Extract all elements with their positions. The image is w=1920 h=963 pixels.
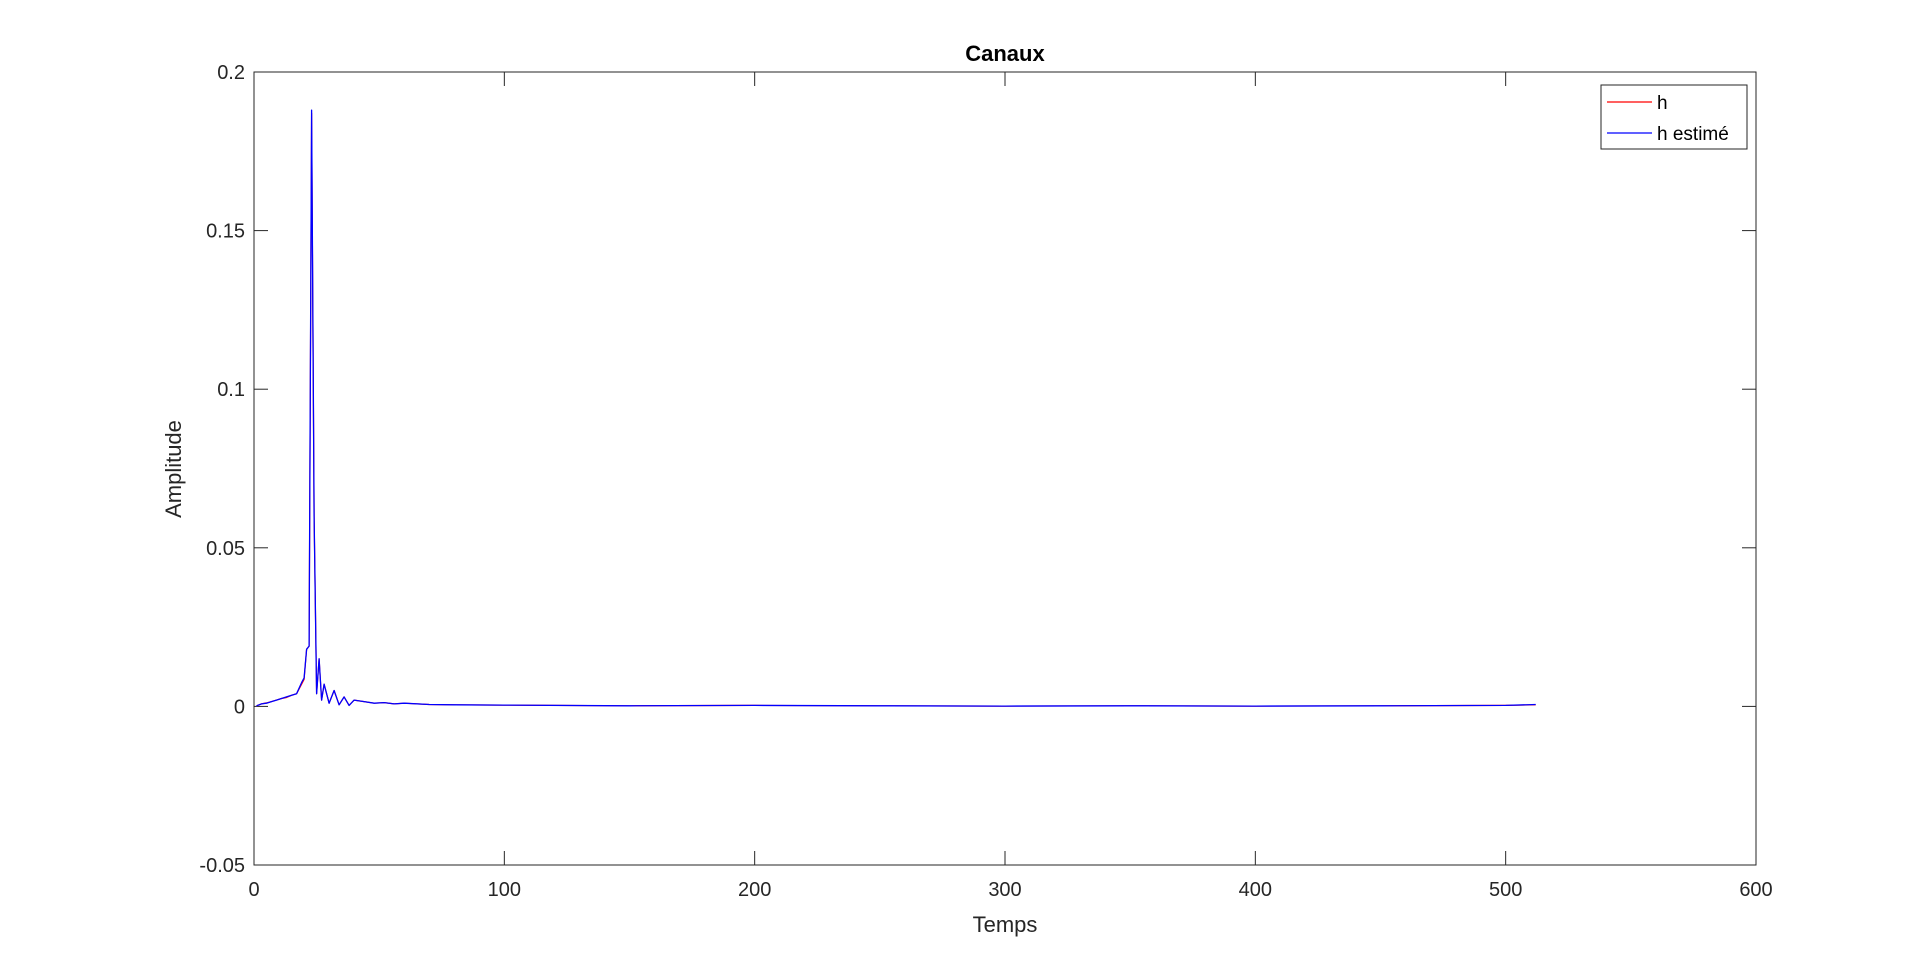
y-tick-label: 0.05 xyxy=(206,538,245,560)
y-tick-label: 0.1 xyxy=(217,379,245,401)
y-tick-label: 0.2 xyxy=(217,62,245,84)
x-tick-label: 400 xyxy=(1239,879,1272,901)
y-tick-label: 0 xyxy=(234,696,245,718)
plot-area xyxy=(253,71,1757,866)
legend[interactable]: h h estimé xyxy=(1600,84,1748,150)
y-axis-label: Amplitude xyxy=(161,420,186,518)
x-tick-label: 300 xyxy=(988,879,1021,901)
x-tick-label: 0 xyxy=(248,879,259,901)
x-axis-label: Temps xyxy=(973,912,1038,937)
legend-box xyxy=(1600,84,1748,150)
x-tick-label: 500 xyxy=(1489,879,1522,901)
series-layer xyxy=(256,109,1536,707)
x-tick-label: 600 xyxy=(1739,879,1772,901)
chart-title: Canaux xyxy=(965,41,1045,66)
y-tick-label: -0.05 xyxy=(199,855,245,877)
legend-label-h: h xyxy=(1657,93,1668,114)
x-tick-label: 100 xyxy=(488,879,521,901)
x-tick-label: 200 xyxy=(738,879,771,901)
legend-label-h-estime: h estimé xyxy=(1657,124,1729,145)
y-tick-label: 0.15 xyxy=(206,221,245,243)
series-line-h-estime xyxy=(256,109,1536,707)
